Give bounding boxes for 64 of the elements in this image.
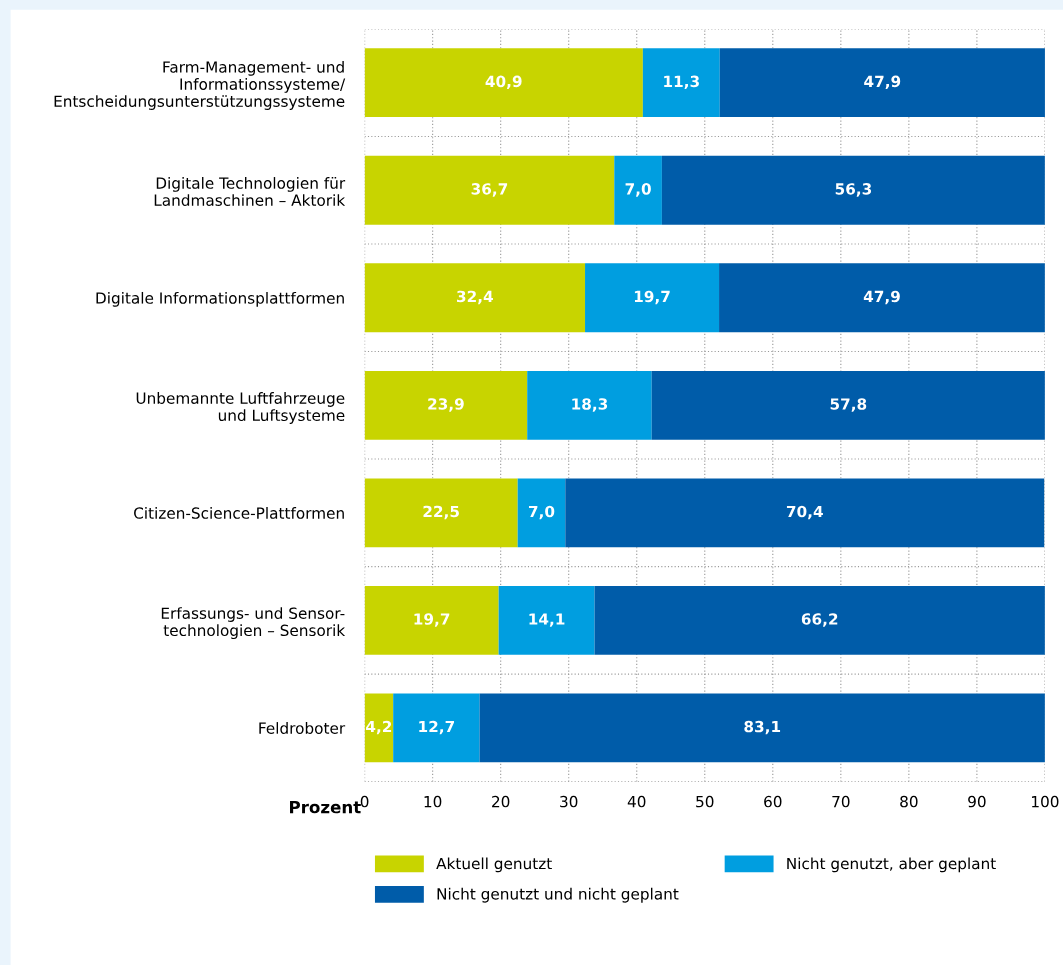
bar — [594, 585, 1045, 655]
legend-label: Nicht genutzt und nicht geplant — [437, 887, 679, 903]
x-tick-label: 20 — [492, 795, 510, 808]
x-tick-label: 80 — [900, 795, 918, 808]
y-tick-label: Digitale Technologien für Landmaschinen – Aktorik — [154, 177, 346, 206]
bar — [661, 155, 1045, 225]
x-tick-label: 0 — [360, 795, 369, 808]
data-label: 47,9 — [864, 75, 901, 90]
data-label: 12,7 — [419, 720, 455, 735]
data-label: 7,0 — [625, 183, 651, 197]
data-label: 47,9 — [863, 290, 900, 305]
data-label: 19,7 — [634, 290, 670, 305]
bar — [614, 155, 662, 225]
y-tick-label: Citizen-Science-Plattformen — [134, 507, 344, 519]
bar — [517, 478, 566, 548]
legend-label: Aktuell genutzt — [436, 857, 552, 873]
data-label: 70,4 — [786, 505, 823, 520]
bar — [719, 263, 1045, 333]
data-label: 36,7 — [471, 183, 508, 197]
bar — [364, 155, 615, 225]
data-label: 56,3 — [835, 183, 872, 197]
legend-label: Nicht genutzt, aber geplant — [787, 857, 996, 873]
data-label: 4,2 — [366, 720, 392, 735]
data-label: 11,3 — [664, 75, 699, 90]
y-tick-label: Unbemannte Luftfahrzeuge und Luftsysteme — [136, 392, 345, 424]
bar — [364, 263, 586, 333]
x-axis-title: Prozent — [290, 800, 361, 814]
bar — [527, 370, 652, 440]
data-label: 32,4 — [457, 290, 493, 305]
bar — [565, 478, 1045, 548]
bar — [651, 370, 1045, 440]
data-label: 19,7 — [414, 613, 450, 627]
x-tick-label: 10 — [424, 795, 442, 808]
data-label: 22,5 — [423, 505, 459, 520]
data-label: 66,2 — [801, 613, 838, 627]
data-label: 83,1 — [744, 720, 781, 735]
x-tick-label: 50 — [696, 795, 714, 808]
bar — [364, 370, 528, 440]
data-label: 7,0 — [528, 505, 555, 520]
y-tick-label: Feldroboter — [259, 722, 346, 734]
x-tick-label: 30 — [560, 795, 578, 808]
bar — [364, 478, 518, 548]
x-tick-label: 100 — [1032, 795, 1059, 808]
bar — [479, 693, 1045, 763]
bar — [642, 48, 720, 118]
data-label: 23,9 — [428, 398, 464, 412]
data-label: 40,9 — [485, 75, 522, 90]
bar — [364, 48, 643, 118]
x-tick-label: 90 — [968, 795, 986, 808]
bar — [364, 693, 394, 763]
y-tick-label: Erfassungs- und Sensor- technologien – Sensorik — [161, 607, 346, 640]
data-label: 57,8 — [830, 398, 867, 412]
bar — [364, 585, 499, 655]
y-tick-label: Farm-Management- und Informationssysteme/ Entscheidungsunterstützungssysteme — [54, 60, 346, 110]
x-tick-label: 70 — [832, 795, 850, 808]
bar — [719, 48, 1045, 118]
bar — [393, 693, 480, 763]
x-tick-label: 40 — [627, 795, 646, 808]
bar — [585, 263, 720, 333]
x-tick-label: 60 — [764, 795, 782, 808]
data-label: 14,1 — [529, 613, 565, 627]
bar — [498, 585, 595, 655]
data-label: 18,3 — [572, 398, 608, 412]
y-tick-label: Digitale Informationsplattformen — [96, 291, 344, 307]
